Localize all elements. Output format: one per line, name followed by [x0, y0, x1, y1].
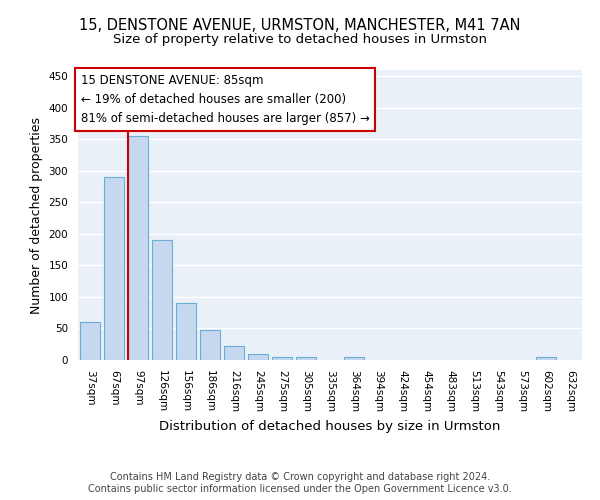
Text: Contains HM Land Registry data © Crown copyright and database right 2024.: Contains HM Land Registry data © Crown c… — [110, 472, 490, 482]
Bar — [176, 304, 196, 360]
Bar — [128, 136, 148, 360]
Bar — [536, 357, 556, 360]
Bar — [104, 177, 124, 360]
Text: Size of property relative to detached houses in Urmston: Size of property relative to detached ho… — [113, 32, 487, 46]
Bar — [152, 240, 172, 360]
Text: 15, DENSTONE AVENUE, URMSTON, MANCHESTER, M41 7AN: 15, DENSTONE AVENUE, URMSTON, MANCHESTER… — [79, 18, 521, 32]
Text: 15 DENSTONE AVENUE: 85sqm
← 19% of detached houses are smaller (200)
81% of semi: 15 DENSTONE AVENUE: 85sqm ← 19% of detac… — [80, 74, 370, 126]
X-axis label: Distribution of detached houses by size in Urmston: Distribution of detached houses by size … — [160, 420, 500, 433]
Bar — [296, 357, 316, 360]
Bar — [224, 346, 244, 360]
Bar — [80, 322, 100, 360]
Text: Contains public sector information licensed under the Open Government Licence v3: Contains public sector information licen… — [88, 484, 512, 494]
Bar — [248, 354, 268, 360]
Bar — [344, 357, 364, 360]
Y-axis label: Number of detached properties: Number of detached properties — [30, 116, 43, 314]
Bar — [200, 330, 220, 360]
Bar — [272, 357, 292, 360]
